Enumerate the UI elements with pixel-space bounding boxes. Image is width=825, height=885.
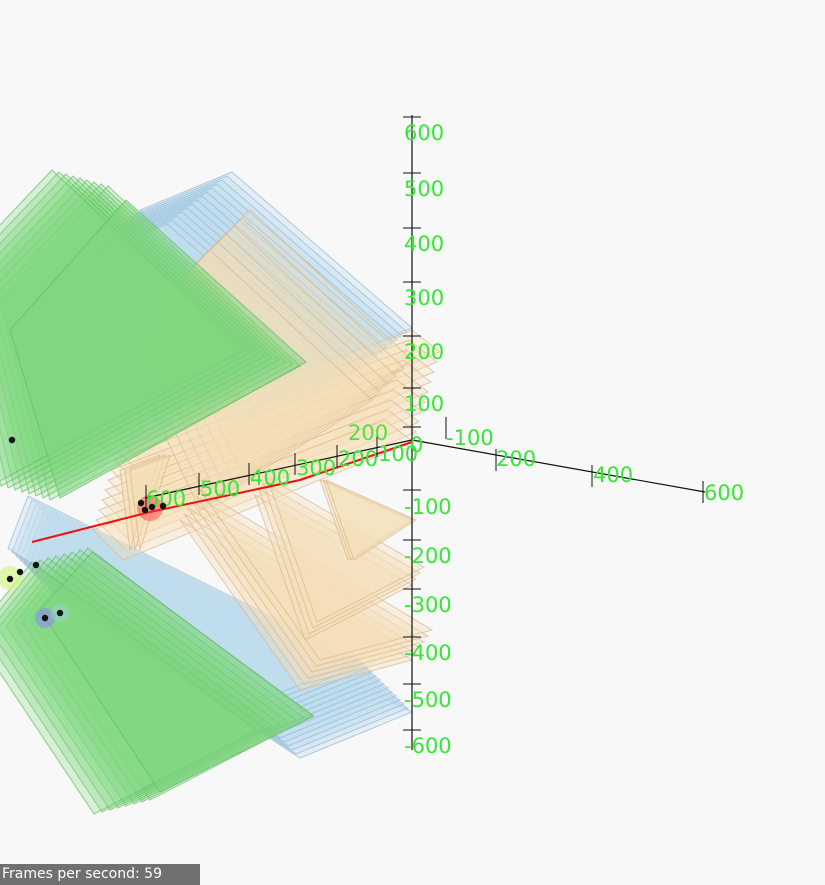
x-tick-label: 200 [496, 447, 536, 471]
peach-panel [104, 379, 426, 521]
peach-panel [124, 454, 166, 551]
axes-group [144, 115, 706, 750]
x-tick-label: 600 [704, 481, 744, 505]
peach-panel [262, 481, 422, 629]
green-panel [39, 551, 315, 793]
axis-ticks [145, 116, 704, 731]
panel-stack [0, 169, 441, 815]
z-tick-label: 100 [378, 442, 418, 466]
x-tick-label: 400 [593, 463, 633, 487]
peach-panel [191, 501, 426, 673]
particle [16, 568, 24, 576]
peach-panel [322, 479, 415, 561]
y-tick-label: -300 [404, 593, 452, 617]
blue-panel [124, 183, 398, 383]
y-tick-label: -500 [404, 688, 452, 712]
peach-panel [179, 519, 414, 691]
fps-counter: Frames per second: 59 [0, 864, 200, 885]
blue-panel [129, 179, 403, 379]
y-tick-label: 300 [404, 286, 444, 310]
blue-panel [139, 171, 413, 371]
particle [141, 506, 149, 514]
peach-panel [187, 507, 422, 679]
peach-panel [113, 349, 435, 491]
y-tick-label: 100 [404, 392, 444, 416]
y-tick-label: -200 [404, 544, 452, 568]
particle [159, 502, 167, 510]
peach-panel [199, 489, 434, 661]
peach-panel [325, 479, 418, 561]
peach-panel [183, 513, 418, 685]
particle [148, 503, 156, 511]
x-axis-line [411, 439, 706, 493]
z-tick-label: 400 [250, 466, 290, 490]
particle [137, 499, 145, 507]
peach-panel [95, 409, 417, 551]
peach-panel [319, 479, 412, 561]
y-tick-label: -600 [404, 734, 452, 758]
y-tick-label: -100 [404, 495, 452, 519]
y-tick-label: 400 [404, 232, 444, 256]
particle [8, 436, 16, 444]
peach-panel [116, 339, 438, 481]
y-tick-label: 500 [404, 177, 444, 201]
green-panel [9, 199, 307, 499]
z-tick-label: 200 [338, 447, 378, 471]
peach-panel [195, 495, 430, 667]
peach-panel [258, 487, 418, 635]
peach-panel [266, 475, 426, 623]
z-tick-label: 300 [296, 456, 336, 480]
x-tick-label: -100 [446, 426, 494, 450]
y-tick-label: 600 [404, 121, 444, 145]
axis-labels: 600 500 400 300 200 100 0 -100 -200 -300… [146, 121, 744, 758]
peach-panel [254, 493, 414, 641]
z-tick-label: 500 [200, 477, 240, 501]
particle [41, 614, 49, 622]
y-tick-label: 200 [404, 340, 444, 364]
z-axis-line [144, 439, 413, 499]
particle-layer [0, 436, 167, 628]
y-tick-label: -400 [404, 641, 452, 665]
peach-panel [129, 454, 171, 551]
particle [32, 561, 40, 569]
particle [6, 575, 14, 583]
extra-tick-label: 200 [348, 421, 388, 445]
peach-panel [107, 369, 429, 511]
y-tick-label: 0 [410, 433, 423, 457]
particle [56, 609, 64, 617]
beam-line [31, 441, 413, 543]
blue-panel [119, 187, 393, 387]
